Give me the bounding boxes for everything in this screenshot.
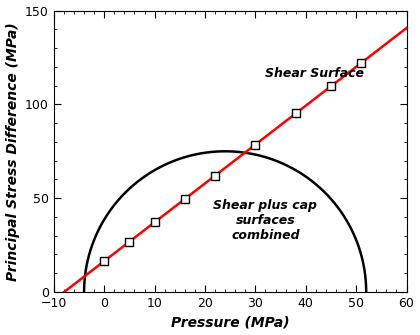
X-axis label: Pressure (MPa): Pressure (MPa): [171, 316, 289, 329]
Y-axis label: Principal Stress Difference (MPa): Principal Stress Difference (MPa): [5, 22, 20, 281]
Text: Shear plus cap
surfaces
combined: Shear plus cap surfaces combined: [213, 199, 318, 242]
Text: Shear Surface: Shear Surface: [265, 67, 365, 80]
